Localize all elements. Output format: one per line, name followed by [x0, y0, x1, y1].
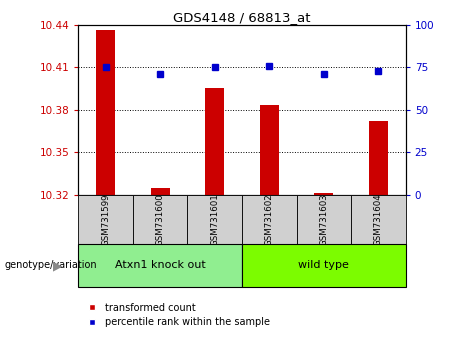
- Bar: [96, 30, 115, 195]
- Text: GSM731600: GSM731600: [156, 193, 165, 246]
- Bar: [242, 244, 406, 287]
- Bar: [133, 195, 188, 244]
- Bar: [296, 195, 351, 244]
- Text: GSM731602: GSM731602: [265, 193, 274, 246]
- Text: GSM731604: GSM731604: [374, 193, 383, 246]
- Text: ▶: ▶: [53, 259, 63, 272]
- Bar: [369, 121, 388, 195]
- Text: GSM731601: GSM731601: [210, 193, 219, 246]
- Bar: [314, 193, 333, 195]
- Bar: [78, 244, 242, 287]
- Bar: [205, 88, 225, 195]
- Legend: transformed count, percentile rank within the sample: transformed count, percentile rank withi…: [83, 299, 273, 331]
- Bar: [78, 195, 133, 244]
- Bar: [151, 188, 170, 195]
- Title: GDS4148 / 68813_at: GDS4148 / 68813_at: [173, 11, 311, 24]
- Bar: [260, 105, 279, 195]
- Text: genotype/variation: genotype/variation: [5, 261, 97, 270]
- Text: GSM731599: GSM731599: [101, 193, 110, 246]
- Bar: [351, 195, 406, 244]
- Bar: [188, 195, 242, 244]
- Text: Atxn1 knock out: Atxn1 knock out: [115, 261, 206, 270]
- Bar: [242, 195, 296, 244]
- Text: wild type: wild type: [298, 261, 349, 270]
- Text: GSM731603: GSM731603: [319, 193, 328, 246]
